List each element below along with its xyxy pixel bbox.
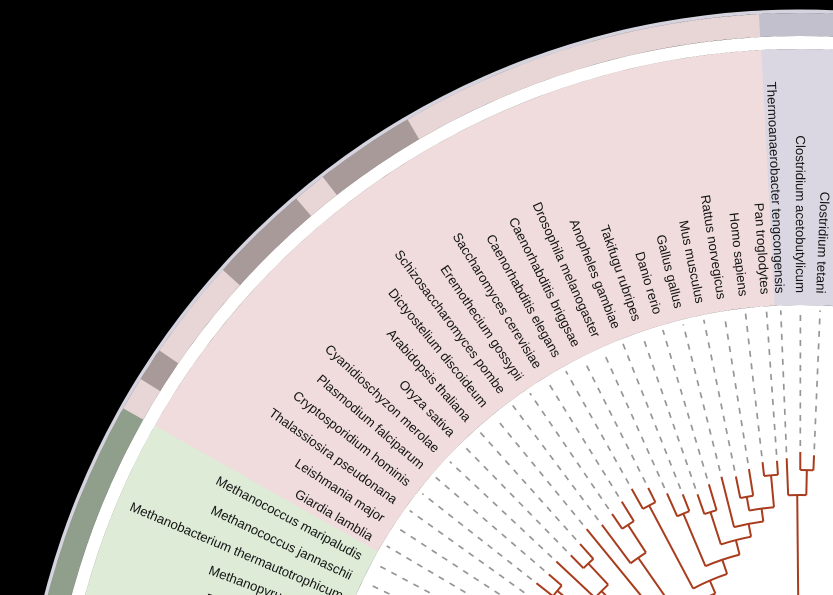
dashed-connector-dictyostelium-discoideum <box>495 417 584 526</box>
domain-band-bacteria <box>757 49 833 307</box>
branch-tip-caenorhabditis-briggsae <box>647 487 657 503</box>
branch-radial <box>648 505 695 590</box>
giardia-clade-strip <box>121 378 161 423</box>
branch-tip-takifugu-rubripes <box>696 493 706 515</box>
branch-tip-thermoanaerobacter-tengcongensis <box>785 458 790 496</box>
dashed-connector-danio-rerio <box>662 329 708 479</box>
dashed-connector-giardia-lamblia <box>386 545 472 595</box>
branch-tip-caenorhabditis-elegans <box>630 488 644 510</box>
taxon-label-pan-troglodytes: Pan troglodytes <box>751 202 772 295</box>
branch-radial <box>760 508 765 522</box>
branch-radial <box>796 495 800 595</box>
branch-tip-anopheles-gambiae <box>681 494 691 512</box>
dashed-connector-leishmania-major <box>397 527 503 595</box>
branch-arc <box>552 584 563 595</box>
branch-tip-mus-musculus <box>734 476 742 499</box>
branch-radial <box>627 524 647 554</box>
leishmania-clade-strip <box>138 350 179 394</box>
animals-clade-strip <box>404 14 761 141</box>
branch-radial <box>770 475 775 508</box>
branch-radial <box>747 523 753 537</box>
branch-radial <box>721 559 729 575</box>
branch-tip-gallus-gallus <box>720 476 736 528</box>
dashed-connector-saccharomyces-cerevisiae <box>546 381 620 497</box>
dashed-connector-caenorhabditis-elegans <box>565 370 630 485</box>
branch-tip-rattus-norvegicus <box>747 468 755 496</box>
branch-tip-homo-sapiens <box>761 462 766 477</box>
branch-tip-arabidopsis-thaliana <box>579 543 595 560</box>
branch-tip-drosophila-melanogaster <box>666 493 679 517</box>
dashed-connector-thalassiosira-pseudonana <box>409 509 525 594</box>
dashed-connector-clostridium-tetani <box>813 310 821 450</box>
dashed-connector-thermoanaerobacter-tengcongensis <box>779 310 788 453</box>
branch-tip-eremothecium-gossypii <box>611 513 624 530</box>
chromalveolata-clade-strip <box>157 269 240 366</box>
dictyostelium-clade-strip <box>293 176 337 219</box>
branch-tip-schizosaccharomyces-pombe <box>601 524 632 564</box>
branch-tip-clostridium-tetani <box>812 455 816 471</box>
fungi-clade-strip <box>320 119 420 197</box>
domain-band-eukaryota <box>152 50 775 554</box>
dashed-connector-cyanidioschyzon-merolae <box>449 461 553 559</box>
branch-radial <box>708 580 717 594</box>
white-separator-ring <box>71 36 833 595</box>
branch-tip-cyanidioschyzon-merolae <box>555 560 594 595</box>
archaea-clade-strip <box>47 408 144 595</box>
dashed-connector-eremothecium-gossypii <box>529 392 610 510</box>
branch-tip-danio-rerio <box>707 484 718 511</box>
branch-radial <box>637 557 666 595</box>
dashed-connector-caenorhabditis-briggsae <box>583 360 647 484</box>
branch-radial <box>709 511 722 545</box>
branch-tip-pan-troglodytes <box>775 460 779 475</box>
branch-tip-cryptosporidium-hominis <box>535 582 554 595</box>
taxon-label-clostridium-acetobutylicum: Clostridium acetobutylicum <box>793 135 808 293</box>
dashed-connector-anopheles-gambiae <box>622 343 682 490</box>
dashed-connector-mus-musculus <box>702 319 736 471</box>
branch-radial <box>745 496 751 511</box>
bacteria-clade-strip <box>755 13 833 38</box>
domain-band-archaea <box>85 425 378 595</box>
taxon-label-clostridium-tetani: Clostridium tetani <box>813 191 832 293</box>
dashed-connector-takifugu-rubripes <box>641 336 697 489</box>
branch-tip-saccharomyces-cerevisiae <box>620 501 635 522</box>
dashed-connector-gallus-gallus <box>682 324 721 472</box>
branch-tip-dictyostelium-discoideum <box>585 528 642 595</box>
branch-tip-plasmodium-falciparum <box>548 573 563 587</box>
branch-radial <box>682 513 707 567</box>
branch-radial <box>556 590 565 595</box>
branch-tip-oryza-sativa <box>570 554 585 569</box>
branch-radial <box>734 539 741 555</box>
branch-radial <box>587 562 609 586</box>
branch-radial <box>805 470 808 496</box>
dashed-connector-cryptosporidium-hominis <box>421 493 533 581</box>
plants-clade-strip <box>220 198 312 288</box>
